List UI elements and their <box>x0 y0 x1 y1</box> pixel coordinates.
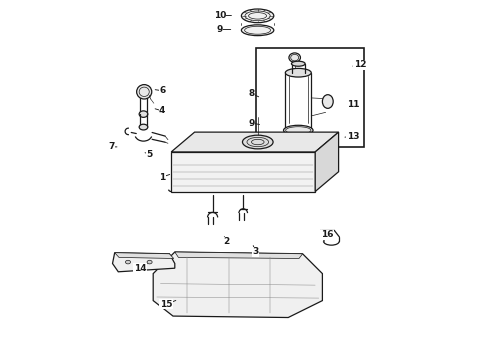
Polygon shape <box>171 132 339 152</box>
Ellipse shape <box>292 61 305 66</box>
Polygon shape <box>171 152 315 192</box>
Ellipse shape <box>289 53 300 62</box>
Ellipse shape <box>139 124 148 130</box>
Text: 1: 1 <box>159 173 165 181</box>
Polygon shape <box>113 253 175 272</box>
Text: 4: 4 <box>159 107 166 115</box>
Polygon shape <box>153 252 322 318</box>
Text: 6: 6 <box>159 86 165 95</box>
Ellipse shape <box>242 9 274 23</box>
Polygon shape <box>175 252 303 258</box>
Text: 10: 10 <box>214 11 226 20</box>
Text: 9: 9 <box>248 118 255 127</box>
Text: 15: 15 <box>160 300 172 309</box>
Bar <box>256 48 364 147</box>
Text: 12: 12 <box>354 60 367 69</box>
Text: 5: 5 <box>147 150 153 158</box>
Ellipse shape <box>243 135 273 149</box>
Ellipse shape <box>147 260 152 264</box>
Polygon shape <box>315 132 339 192</box>
Text: 14: 14 <box>134 264 146 273</box>
Text: 16: 16 <box>321 230 333 239</box>
Text: 13: 13 <box>347 132 359 140</box>
Ellipse shape <box>125 260 130 264</box>
Ellipse shape <box>139 111 148 117</box>
Ellipse shape <box>322 95 333 108</box>
Ellipse shape <box>137 85 152 99</box>
Text: 11: 11 <box>347 100 359 109</box>
Ellipse shape <box>284 125 313 135</box>
Ellipse shape <box>242 25 274 36</box>
Text: 8: 8 <box>248 89 255 98</box>
Text: 2: 2 <box>223 238 229 246</box>
Bar <box>288 141 309 150</box>
Text: 7: 7 <box>108 143 114 152</box>
Text: 3: 3 <box>253 248 259 256</box>
Text: 9: 9 <box>217 25 223 34</box>
Ellipse shape <box>285 68 311 77</box>
Polygon shape <box>115 253 174 258</box>
Ellipse shape <box>285 127 311 134</box>
